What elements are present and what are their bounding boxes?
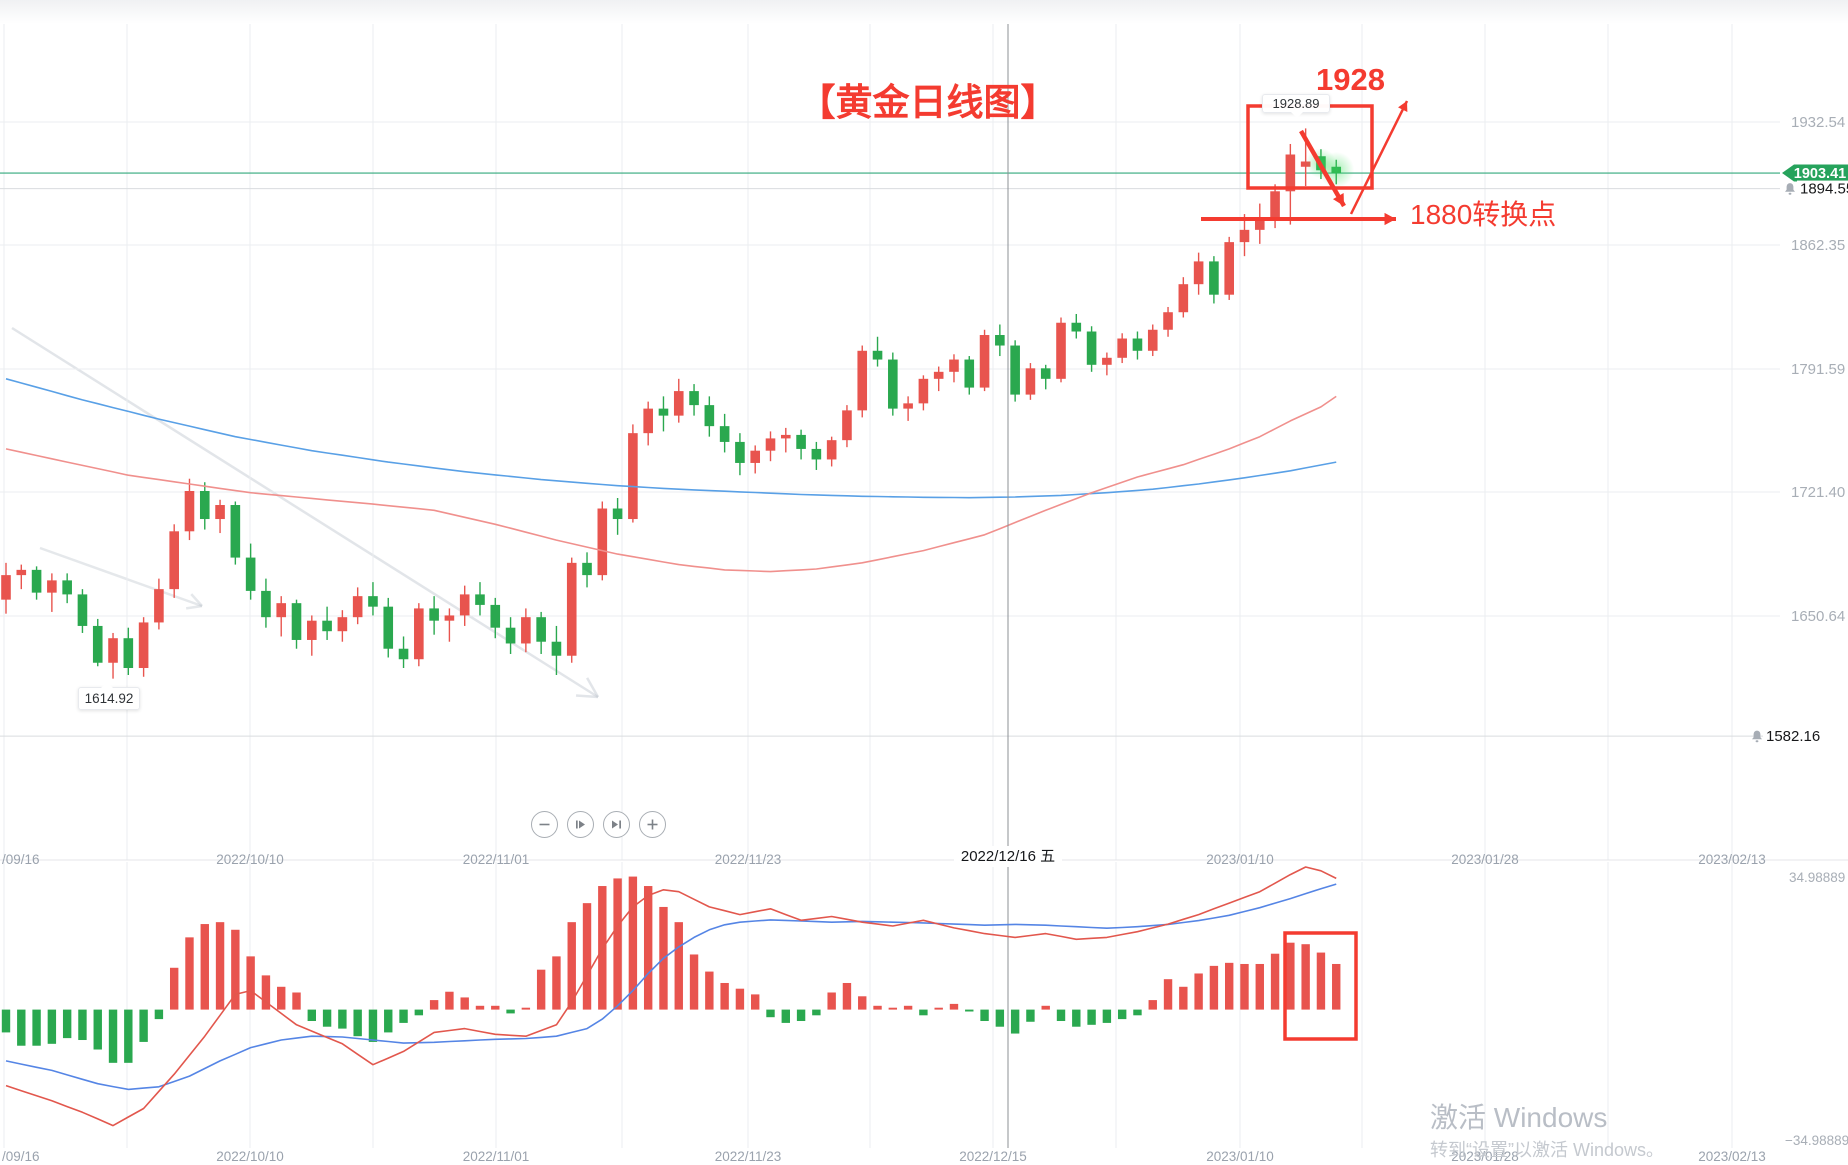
svg-text:2023/02/13: 2023/02/13 [1698,852,1766,867]
main-chart-area[interactable] [0,0,1780,860]
svg-text:2022/10/10: 2022/10/10 [216,1149,284,1164]
low-price-tooltip: 1614.92 [78,682,140,710]
crosshair-date-label: 2022/12/16 五 [954,846,1062,867]
svg-text:2022/11/23: 2022/11/23 [715,1149,782,1164]
high-price-tooltip: 1928.89 [1262,94,1330,118]
page-start-button[interactable] [567,811,594,838]
svg-text:1721.40: 1721.40 [1791,484,1845,501]
date-axis-top: /09/16 2022/10/10 2022/11/01 2022/11/23 2023… [2,852,1766,867]
svg-text:2022/10/10: 2022/10/10 [216,852,284,867]
plus-icon [647,819,658,830]
tooltip-pointer-up-icon [101,682,113,688]
svg-text:1650.64: 1650.64 [1791,608,1845,625]
highlight-box-macd [1283,931,1358,1041]
svg-text:/09/16: /09/16 [2,1149,40,1164]
skip-to-start-icon [576,820,585,829]
chart-zoom-toolbar [531,811,666,838]
svg-text:−34.98889: −34.98889 [1785,1133,1848,1148]
tooltip-pointer-down-icon [1291,112,1303,118]
macd-layer [1,866,1341,1127]
current-price-badge: 1903.41 [1782,164,1848,182]
svg-text:1894.55: 1894.55 [1800,181,1848,198]
annotation-1928-label: 1928 [1316,62,1385,97]
svg-text:1862.35: 1862.35 [1791,237,1845,254]
macd-dea-line [5,883,1337,1091]
macd-dif-line [5,866,1337,1127]
macd-histogram [1,876,1341,1063]
annotation-1880-label: 1880转换点 [1410,199,1557,230]
ma-fast-line [5,395,1337,573]
date-axis-bottom: /09/16 2022/10/10 2022/11/01 2022/11/23 2022… [2,1149,1766,1164]
high-price-value: 1928.89 [1272,96,1320,111]
svg-text:2022/12/15: 2022/12/15 [959,1149,1027,1164]
svg-text:1903.41: 1903.41 [1794,166,1846,182]
windows-activation-watermark-subtext: 转到“设置”以激活 Windows。 [1430,1140,1665,1160]
svg-text:34.98889: 34.98889 [1789,870,1845,885]
svg-text:2023/01/28: 2023/01/28 [1451,852,1519,867]
alert-bell-icon [1785,183,1795,192]
svg-text:2023/01/10: 2023/01/10 [1206,852,1274,867]
svg-text:2023/01/28: 2023/01/28 [1451,1149,1519,1164]
low-price-value: 1614.92 [84,691,134,706]
page-end-button[interactable] [603,811,630,838]
candles-layer [1,128,1342,679]
svg-text:2022/11/01: 2022/11/01 [463,852,530,867]
svg-text:1932.54: 1932.54 [1791,114,1845,131]
svg-text:/09/16: /09/16 [2,852,40,867]
zoom-in-button[interactable] [639,811,666,838]
alert-lines [0,188,1780,737]
watermark-arrows [11,326,600,699]
price-alert-1582[interactable]: 1582.16 [1752,728,1825,745]
annotation-shapes [1201,100,1409,226]
skip-to-end-icon [612,820,621,829]
svg-text:1791.59: 1791.59 [1791,361,1845,378]
alert-bell-icon [1752,730,1762,740]
svg-text:2022/11/23: 2022/11/23 [715,852,782,867]
svg-text:1582.16: 1582.16 [1766,728,1820,745]
svg-text:2023/02/13: 2023/02/13 [1698,1149,1766,1164]
zoom-out-button[interactable] [531,811,558,838]
svg-text:2022/11/01: 2022/11/01 [463,1149,530,1164]
windows-activation-watermark: 激活 Windows [1430,1102,1608,1133]
price-axis-labels: 1932.54 1862.35 1791.59 1721.40 1650.64 [1791,114,1845,625]
minus-icon [539,823,550,826]
price-alert-1894[interactable]: 1894.55 [1785,180,1848,198]
ma-slow-line [5,378,1337,499]
svg-text:2023/01/10: 2023/01/10 [1206,1149,1274,1164]
macd-axis-labels: 34.98889 −34.98889 [1785,870,1848,1148]
chart-title: 【黄金日线图】 [798,82,1058,123]
